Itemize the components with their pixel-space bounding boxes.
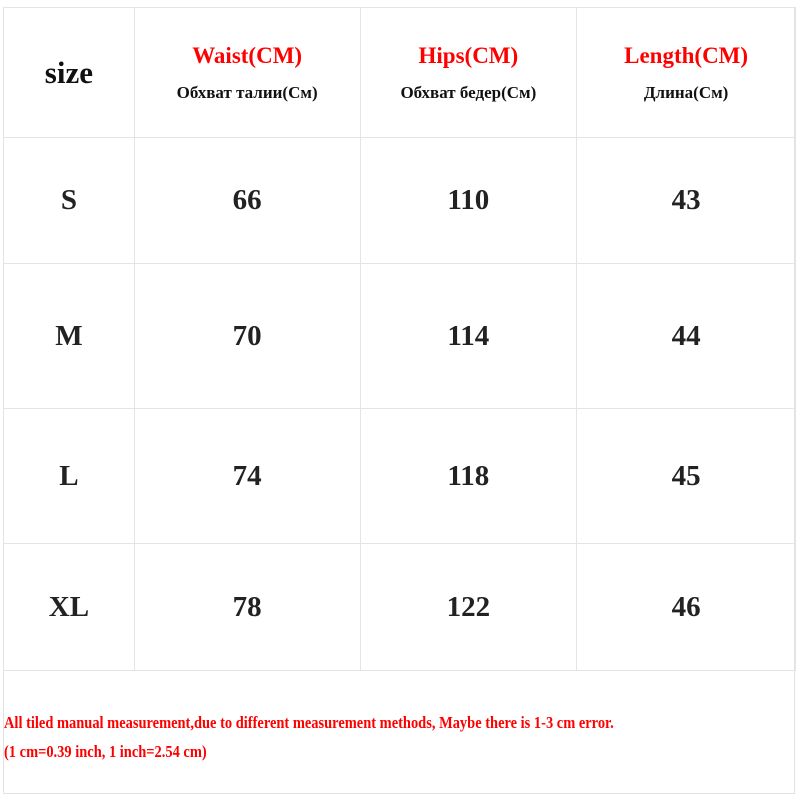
measurement-note: All tiled manual measurement,due to diff… (4, 708, 614, 766)
size-cell: M (3, 263, 135, 409)
length-cell: 44 (576, 263, 796, 409)
table-row: XL 78 122 46 (3, 543, 796, 671)
table-row: M 70 114 44 (3, 263, 796, 409)
waist-cell: 74 (133, 408, 361, 544)
waist-header: Waist(CM) Обхват талии(См) (133, 7, 361, 138)
size-cell: S (3, 137, 135, 264)
hips-header: Hips(CM) Обхват бедер(См) (359, 7, 578, 138)
note-line-1: All tiled manual measurement,due to diff… (4, 713, 614, 732)
hips-cell: 122 (359, 543, 578, 671)
hips-cell: 110 (359, 137, 578, 264)
length-cell: 43 (576, 137, 796, 264)
hips-cell: 114 (359, 263, 578, 409)
size-cell: L (3, 408, 135, 544)
waist-cell: 66 (133, 137, 361, 264)
length-cell: 45 (576, 408, 796, 544)
length-cell: 46 (576, 543, 796, 671)
header-row: size Waist(CM) Обхват талии(См) Hips(CM) О… (3, 7, 796, 138)
size-table: size Waist(CM) Обхват талии(См) Hips(CM) О… (3, 7, 796, 671)
waist-cell: 70 (133, 263, 361, 409)
length-header: Length(CM) Длина(См) (576, 7, 796, 138)
table-row: L 74 118 45 (3, 408, 796, 544)
table-row: S 66 110 43 (3, 137, 796, 264)
size-cell: XL (3, 543, 135, 671)
waist-cell: 78 (133, 543, 361, 671)
hips-cell: 118 (359, 408, 578, 544)
note-line-2: (1 cm=0.39 inch, 1 inch=2.54 cm) (4, 742, 207, 761)
size-header: size (3, 7, 135, 138)
